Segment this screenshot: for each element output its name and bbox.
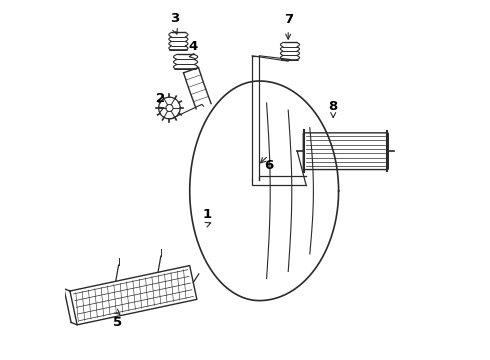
Text: 2: 2 xyxy=(156,93,165,105)
Text: 8: 8 xyxy=(329,100,338,113)
Text: 4: 4 xyxy=(188,40,197,53)
Text: 1: 1 xyxy=(203,208,212,221)
Text: 7: 7 xyxy=(284,13,293,26)
Text: 3: 3 xyxy=(170,12,179,25)
Text: 6: 6 xyxy=(264,159,273,172)
Text: 5: 5 xyxy=(113,316,122,329)
